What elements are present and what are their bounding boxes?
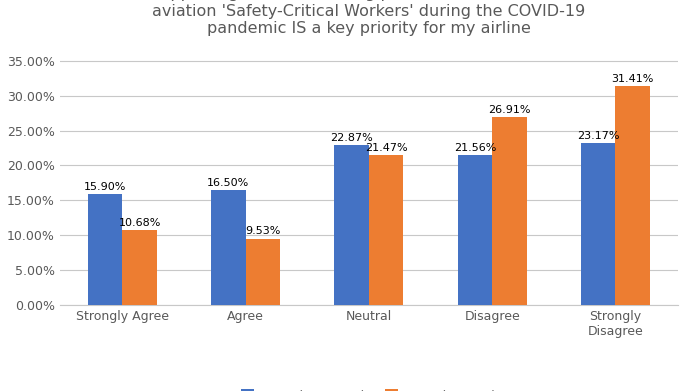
Text: 23.17%: 23.17% (577, 131, 619, 141)
Text: 16.50%: 16.50% (207, 178, 249, 188)
Bar (369, 155, 403, 305)
Bar (123, 230, 157, 305)
Text: 31.41%: 31.41% (612, 74, 654, 84)
Text: 22.87%: 22.87% (330, 133, 373, 143)
Text: 26.91%: 26.91% (488, 105, 531, 115)
Bar (88, 194, 123, 305)
Text: 9.53%: 9.53% (245, 226, 281, 237)
Text: 21.56%: 21.56% (453, 142, 496, 152)
Bar (246, 239, 280, 305)
Bar (581, 143, 615, 305)
Bar (492, 117, 527, 305)
Text: 10.68%: 10.68% (119, 219, 161, 228)
Bar (211, 190, 246, 305)
Text: 15.90%: 15.90% (84, 182, 126, 192)
Title: Supporting and maintaining positive mental health for
aviation 'Safety-Critical : Supporting and maintaining positive ment… (150, 0, 588, 36)
Legend: 2020 (n=1,679), 2021 (n=955): 2020 (n=1,679), 2021 (n=955) (236, 384, 502, 391)
Bar (334, 145, 369, 305)
Text: 21.47%: 21.47% (365, 143, 408, 153)
Bar (458, 154, 492, 305)
Bar (615, 86, 650, 305)
